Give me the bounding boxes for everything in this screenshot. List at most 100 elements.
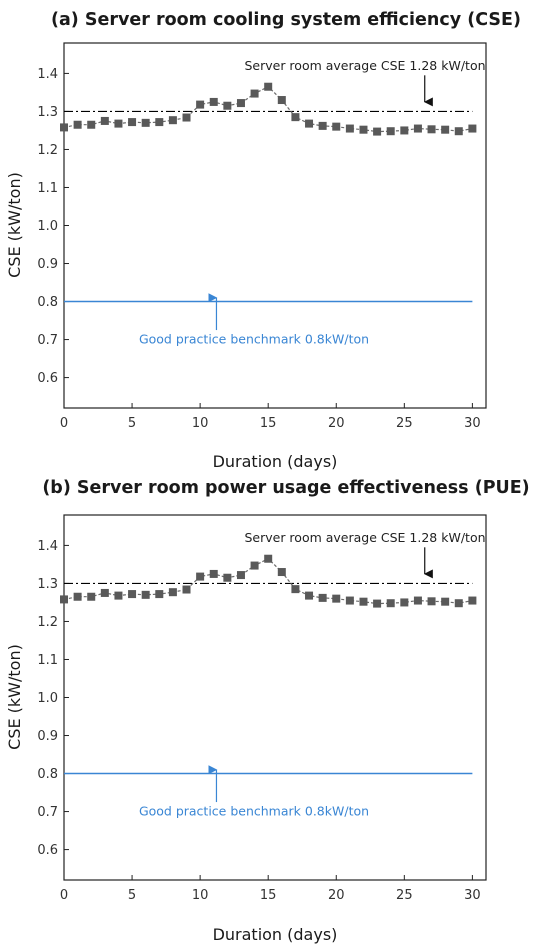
data-point bbox=[168, 116, 177, 125]
data-point bbox=[359, 597, 368, 606]
data-point bbox=[128, 590, 137, 599]
data-series bbox=[60, 554, 477, 608]
chart-title: (b) Server room power usage effectivenes… bbox=[42, 478, 529, 498]
data-point bbox=[454, 599, 463, 608]
data-point bbox=[345, 124, 354, 133]
data-point bbox=[223, 101, 232, 110]
y-tick-label: 1.1 bbox=[37, 653, 58, 668]
x-tick-label: 25 bbox=[396, 888, 413, 903]
data-point bbox=[345, 596, 354, 605]
data-point bbox=[291, 113, 300, 122]
data-point bbox=[196, 100, 205, 109]
data-point bbox=[291, 585, 300, 594]
data-point bbox=[250, 561, 259, 570]
data-point bbox=[427, 597, 436, 606]
data-point bbox=[359, 125, 368, 134]
x-tick-label: 0 bbox=[60, 888, 68, 903]
chart-title: (a) Server room cooling system efficienc… bbox=[51, 10, 521, 30]
data-point bbox=[250, 89, 259, 98]
data-point bbox=[386, 127, 395, 136]
benchmark-annotation: Good practice benchmark 0.8kW/ton bbox=[139, 804, 369, 819]
y-tick-label: 1.4 bbox=[37, 539, 58, 554]
x-tick-label: 25 bbox=[396, 416, 413, 431]
data-point bbox=[114, 591, 123, 600]
data-point bbox=[87, 592, 96, 601]
y-tick-label: 1.1 bbox=[37, 181, 58, 196]
x-tick-label: 20 bbox=[328, 888, 345, 903]
x-axis-label: Duration (days) bbox=[213, 925, 338, 944]
y-axis-label: CSE (kW/ton) bbox=[5, 644, 24, 750]
data-point bbox=[100, 116, 109, 125]
data-point bbox=[318, 593, 327, 602]
data-point bbox=[236, 99, 245, 108]
data-point bbox=[60, 123, 68, 132]
y-tick-label: 0.8 bbox=[37, 295, 58, 310]
data-point bbox=[209, 569, 218, 578]
data-point bbox=[468, 596, 477, 605]
data-point bbox=[454, 127, 463, 136]
data-point bbox=[386, 599, 395, 608]
x-tick-label: 10 bbox=[192, 416, 209, 431]
data-point bbox=[141, 118, 150, 127]
y-tick-label: 0.6 bbox=[37, 843, 58, 858]
x-ticks: 0 5 10 15 20 25 30 bbox=[60, 875, 481, 903]
data-point bbox=[128, 118, 137, 127]
x-tick-label: 30 bbox=[464, 416, 481, 431]
chart-panel-a: (a) Server room cooling system efficienc… bbox=[5, 10, 521, 471]
average-annotation: Server room average CSE 1.28 kW/ton bbox=[244, 58, 485, 73]
data-point bbox=[468, 124, 477, 133]
y-tick-label: 1.4 bbox=[37, 67, 58, 82]
data-point bbox=[277, 568, 286, 577]
data-point bbox=[114, 119, 123, 128]
data-point bbox=[264, 82, 273, 91]
x-tick-label: 15 bbox=[260, 888, 277, 903]
data-point bbox=[277, 96, 286, 105]
series-line bbox=[63, 85, 473, 133]
x-tick-label: 30 bbox=[464, 888, 481, 903]
annotations: Server room average CSE 1.28 kW/ton Good … bbox=[139, 58, 486, 347]
data-point bbox=[155, 118, 164, 127]
y-tick-label: 0.9 bbox=[37, 729, 58, 744]
benchmark-annotation: Good practice benchmark 0.8kW/ton bbox=[139, 332, 369, 347]
annotations: Server room average CSE 1.28 kW/ton Good … bbox=[139, 530, 486, 819]
y-tick-label: 0.6 bbox=[37, 371, 58, 386]
x-tick-label: 20 bbox=[328, 416, 345, 431]
x-axis-label: Duration (days) bbox=[213, 452, 338, 471]
x-tick-label: 15 bbox=[260, 416, 277, 431]
y-ticks: 0.6 0.7 0.8 0.9 1.0 1.1 1.2 1.3 1.4 bbox=[37, 67, 69, 386]
x-tick-label: 0 bbox=[60, 416, 68, 431]
data-point bbox=[87, 120, 96, 129]
plot-frame bbox=[63, 514, 487, 881]
y-tick-label: 1.3 bbox=[37, 577, 58, 592]
data-point bbox=[413, 124, 422, 133]
x-ticks: 0 5 10 15 20 25 30 bbox=[60, 403, 481, 431]
data-point bbox=[60, 595, 68, 604]
data-point bbox=[155, 590, 164, 599]
data-point bbox=[236, 571, 245, 580]
data-point bbox=[305, 119, 314, 128]
data-point bbox=[427, 125, 436, 134]
data-point bbox=[209, 97, 218, 106]
y-tick-label: 0.7 bbox=[37, 333, 58, 348]
y-tick-label: 1.3 bbox=[37, 105, 58, 120]
reference-lines bbox=[64, 110, 473, 303]
data-point bbox=[332, 594, 341, 603]
data-point bbox=[73, 120, 82, 129]
plot-frame bbox=[63, 42, 487, 409]
data-point bbox=[182, 113, 191, 122]
y-tick-label: 1.2 bbox=[37, 615, 58, 630]
data-point bbox=[441, 597, 450, 606]
data-point bbox=[196, 572, 205, 581]
y-axis-label: CSE (kW/ton) bbox=[5, 172, 24, 278]
data-point bbox=[413, 596, 422, 605]
y-tick-label: 1.0 bbox=[37, 691, 58, 706]
data-point bbox=[264, 554, 273, 563]
data-point bbox=[141, 590, 150, 599]
data-point bbox=[182, 585, 191, 594]
data-point bbox=[168, 588, 177, 597]
chart-panel-b: (b) Server room power usage effectivenes… bbox=[5, 478, 530, 944]
data-point bbox=[332, 122, 341, 131]
y-tick-label: 1.0 bbox=[37, 219, 58, 234]
data-point bbox=[400, 598, 409, 607]
